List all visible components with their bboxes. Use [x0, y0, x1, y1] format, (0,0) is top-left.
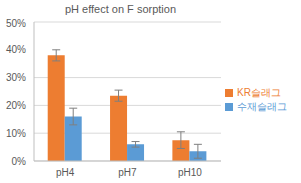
svg-text:30%: 30%	[8, 72, 26, 83]
svg-text:20%: 20%	[8, 100, 26, 111]
html-text:수재슬래그: 수재슬래그	[237, 100, 287, 112]
svg-text:pH7: pH7	[118, 167, 137, 178]
svg-text:10%: 10%	[8, 128, 26, 139]
svg-text:50%: 50%	[8, 18, 26, 29]
svg-text:pH4: pH4	[56, 167, 75, 178]
html-text:KR슬래그: KR슬래그	[237, 86, 281, 98]
html-text:pH effect on F sorption: pH effect on F sorption	[65, 3, 176, 15]
svg-text:pH10: pH10	[178, 167, 202, 178]
svg-text:0%: 0%	[12, 156, 27, 167]
svg-text:40%: 40%	[8, 44, 26, 55]
